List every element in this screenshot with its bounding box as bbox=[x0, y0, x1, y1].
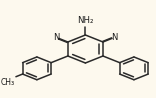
Text: NH₂: NH₂ bbox=[77, 16, 94, 25]
Text: CH₃: CH₃ bbox=[1, 78, 15, 87]
Text: N: N bbox=[111, 33, 117, 42]
Text: N: N bbox=[53, 33, 60, 42]
